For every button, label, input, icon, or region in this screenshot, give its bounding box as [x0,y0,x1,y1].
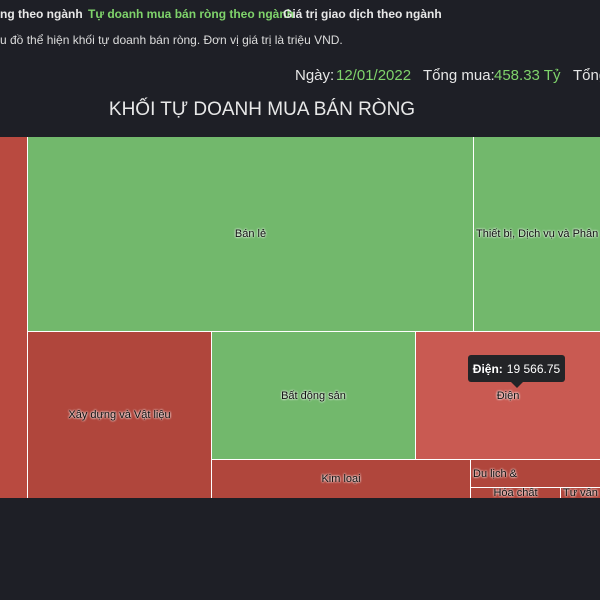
treemap-cell[interactable] [0,137,27,498]
cell-label: Kim loại [321,473,361,485]
chart-title: KHỐI TỰ DOANH MUA BÁN RÒNG [108,99,416,120]
treemap-cell[interactable]: Xây dựng và Vật liệu [28,332,211,498]
treemap-cell[interactable]: Kim loại [212,460,470,498]
tab[interactable]: Tự doanh mua bán ròng theo ngành [88,7,295,21]
cell-label: Tư vấn [563,488,598,498]
cell-label: Xây dựng và Vật liệu [68,409,171,421]
treemap: Bán lẻ Thiết bị, Dịch vụ và Phân p Xây dựn… [0,137,600,498]
tooltip-label: Điện: [472,361,503,376]
description: u đồ thể hiện khối tự doanh bán ròng. Đơ… [0,33,343,47]
cell-label: Điện [496,389,520,402]
treemap-cell[interactable]: Tư vấn [561,488,600,498]
tab[interactable]: ng theo ngành [0,7,83,21]
tooltip-value: 19 566.75 [506,361,561,376]
cell-label: Bán lẻ [234,228,267,240]
treemap-cell[interactable]: Bất động sản [212,332,415,459]
treemap-cell[interactable]: Điện [416,332,600,459]
date: 12/01/2022 [336,67,412,84]
tab[interactable]: Giá trị giao dịch theo ngành [283,7,442,21]
treemap-cell[interactable]: Thiết bị, Dịch vụ và Phân p [474,137,600,331]
buy-label: Tổng mua: [423,67,495,84]
date-label: Ngày: [295,67,335,84]
cell-label: Du lịch & [473,467,518,480]
treemap-cell[interactable]: Hóa chất [471,488,560,498]
treemap-cell[interactable]: Bán lẻ [28,137,473,331]
cell-label: Hóa chất [493,488,538,498]
tooltip: Điện: 19 566.75 [468,355,565,388]
cell-label: Thiết bị, Dịch vụ và Phân p [476,228,600,240]
treemap-cell[interactable]: Du lịch & [471,460,600,487]
buy: 458.33 Tỷ [494,67,561,84]
cell-label: Bất động sản [281,389,346,402]
next-label: Tổng [573,67,600,84]
